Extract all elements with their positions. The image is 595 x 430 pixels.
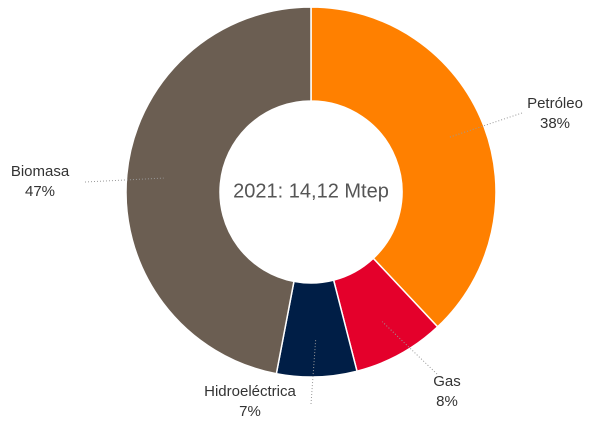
slice-value-label: 38%: [540, 115, 570, 132]
leader-line: [381, 321, 438, 375]
donut-slice: [310, 6, 497, 328]
slice-value-label: 7%: [239, 403, 261, 420]
donut-slice: [125, 6, 312, 375]
slice-label: Biomasa: [11, 163, 70, 180]
slice-label: Gas: [433, 373, 461, 390]
slice-value-label: 8%: [436, 393, 458, 410]
center-text: 2021: 14,12 Mtep: [233, 180, 389, 202]
slice-label: Petróleo: [527, 95, 583, 112]
slice-value-label: 47%: [25, 183, 55, 200]
slice-label: Hidroeléctrica: [204, 383, 296, 400]
leader-line: [448, 112, 523, 138]
leader-line: [84, 177, 164, 183]
